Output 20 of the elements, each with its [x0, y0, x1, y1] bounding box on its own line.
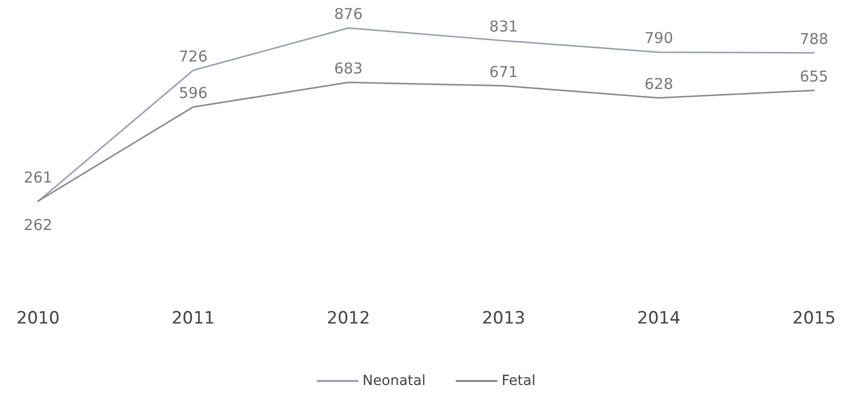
data-label: 683	[334, 59, 363, 78]
x-tick-label: 2012	[326, 308, 370, 328]
data-label: 262	[24, 216, 52, 234]
data-label: 671	[489, 62, 518, 81]
data-label: 790	[644, 29, 674, 48]
data-label: 628	[644, 74, 674, 93]
x-tick-label: 2014	[637, 308, 680, 328]
x-tick-label: 2013	[482, 308, 526, 328]
data-label: 655	[800, 67, 828, 86]
data-label: 726	[178, 47, 208, 66]
data-label: 831	[489, 18, 518, 36]
legend-label: Neonatal	[362, 373, 426, 389]
data-label: 261	[24, 168, 52, 186]
data-label: 788	[800, 30, 828, 48]
x-tick-label: 2010	[16, 308, 60, 328]
legend-label: Fetal	[502, 373, 536, 389]
data-label: 876	[334, 5, 363, 23]
x-tick-label: 2011	[172, 308, 215, 328]
data-label: 596	[178, 84, 208, 102]
x-tick-label: 2015	[792, 308, 836, 328]
